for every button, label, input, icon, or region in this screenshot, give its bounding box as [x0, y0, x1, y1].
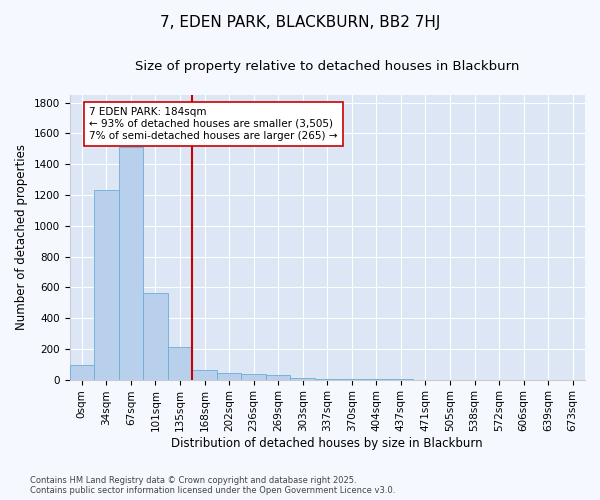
- Text: 7 EDEN PARK: 184sqm
← 93% of detached houses are smaller (3,505)
7% of semi-deta: 7 EDEN PARK: 184sqm ← 93% of detached ho…: [89, 108, 338, 140]
- X-axis label: Distribution of detached houses by size in Blackburn: Distribution of detached houses by size …: [172, 437, 483, 450]
- Bar: [70, 365, 94, 380]
- Bar: [119, 146, 143, 380]
- Y-axis label: Number of detached properties: Number of detached properties: [15, 144, 28, 330]
- Text: Contains HM Land Registry data © Crown copyright and database right 2025.
Contai: Contains HM Land Registry data © Crown c…: [30, 476, 395, 495]
- Bar: [315, 379, 340, 380]
- Bar: [217, 372, 241, 380]
- Bar: [143, 294, 168, 380]
- Bar: [290, 378, 315, 380]
- Bar: [94, 190, 119, 380]
- Bar: [192, 370, 217, 380]
- Bar: [266, 376, 290, 380]
- Bar: [241, 374, 266, 380]
- Bar: [168, 348, 192, 380]
- Title: Size of property relative to detached houses in Blackburn: Size of property relative to detached ho…: [135, 60, 520, 73]
- Text: 7, EDEN PARK, BLACKBURN, BB2 7HJ: 7, EDEN PARK, BLACKBURN, BB2 7HJ: [160, 15, 440, 30]
